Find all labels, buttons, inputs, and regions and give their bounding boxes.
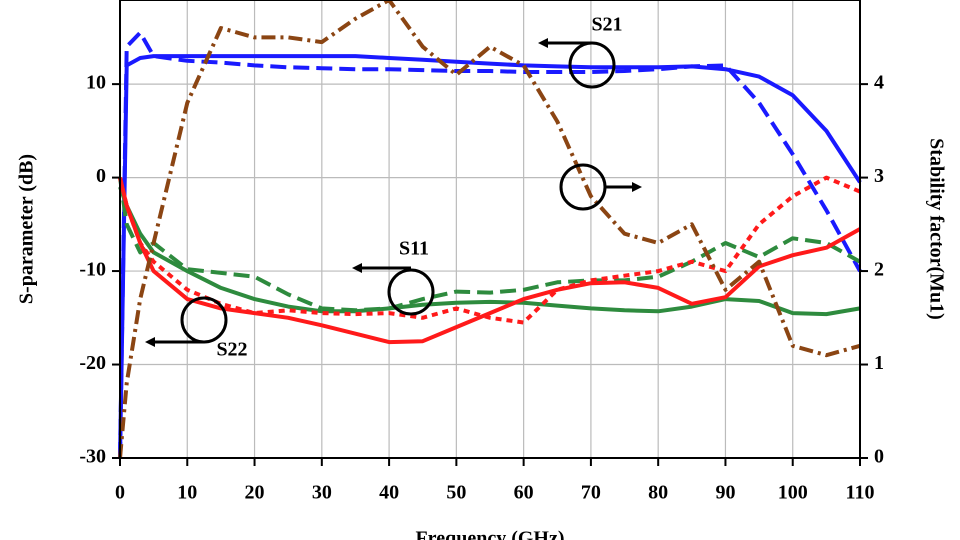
y2-tick-label: 4: [874, 72, 884, 94]
axes: 0 10 20 30 40 50 60 70 80 90 100 110-30-20-10010012…: [79, 72, 884, 504]
annotation-circle: [559, 163, 607, 211]
plot-frame: [119, 0, 861, 459]
x-tick-label: 60: [514, 482, 534, 504]
y2-tick-label: 3: [874, 165, 884, 187]
y-tick-label: 0: [96, 165, 106, 187]
x-tick-label: 70: [581, 482, 601, 504]
annotation: S21: [591, 14, 622, 36]
y2-tick-label: 2: [874, 259, 884, 281]
y-tick-label: 10: [86, 72, 106, 94]
x-tick-label: 100: [778, 482, 808, 504]
annotation-shapes: [152, 41, 635, 344]
series-line: [118, 0, 861, 459]
x-tick-label: 50: [446, 482, 466, 504]
y-tick-label: -10: [79, 259, 106, 281]
y2-tick-label: 1: [874, 352, 884, 374]
arrow-head: [538, 38, 548, 48]
arrow-head: [145, 337, 155, 347]
y-tick-label: -20: [79, 352, 106, 374]
x-tick-label: 80: [648, 482, 668, 504]
x-axis-label: Frequency (GHz): [415, 528, 564, 540]
series-line: [118, 177, 861, 313]
x-tick-label: 30: [312, 482, 332, 504]
y2-tick-label: 0: [874, 446, 884, 468]
x-tick-label: 20: [245, 482, 265, 504]
series-line: [118, 30, 862, 459]
series-line: [118, 54, 862, 459]
arrow-head: [352, 263, 362, 273]
x-tick-label: 110: [846, 482, 875, 504]
grid: [119, 0, 861, 459]
annotation: S11: [399, 238, 429, 260]
annotation-circle: [387, 268, 435, 316]
series-line: [118, 175, 861, 325]
y2-axis-label: Stability factor(Mu1): [925, 138, 947, 320]
lines: [118, 0, 862, 459]
y-axis-label: S-parameter (dB): [16, 154, 38, 304]
x-tick-label: 0: [115, 482, 125, 504]
series-line: [118, 177, 861, 345]
series-line: [118, 186, 861, 317]
arrow-head: [632, 182, 642, 192]
y-tick-label: -30: [79, 446, 106, 468]
arrow-heads: [145, 38, 642, 347]
x-tick-label: 10: [177, 482, 197, 504]
annotation: S22: [216, 339, 247, 361]
x-tick-label: 90: [715, 482, 735, 504]
x-tick-label: 40: [379, 482, 399, 504]
